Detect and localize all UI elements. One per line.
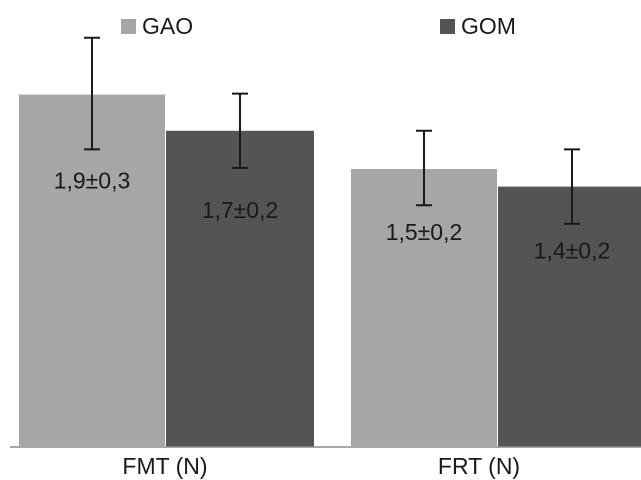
data-labels: 1,9±0,3 1,7±0,2 1,5±0,2 1,4±0,2 [54,168,611,264]
data-label-gao-fmt-n: 1,9±0,3 [54,168,131,194]
error-bar-gao-frt-n [416,129,432,207]
x-tick-label-fmt: FMT (N) [122,453,207,479]
error-bar-gom-fmt-n [232,92,248,169]
legend-label-gom: GOM [461,13,516,39]
x-tick-label-frt: FRT (N) [438,453,520,479]
legend-swatch-gao [121,19,136,34]
error-bar-gao-fmt-n [84,36,100,151]
error-bars [84,36,580,225]
bar-gao-fmt-n [17,92,167,448]
legend-label-gao: GAO [142,13,193,39]
data-label-gao-frt-n: 1,5±0,2 [386,219,463,245]
legend-swatch-gom [440,19,455,34]
bars [17,92,641,448]
legend: GAO GOM [121,13,516,39]
x-axis-tick-labels: FMT (N) FRT (N) [122,453,520,479]
bar-gao-frt-n [349,167,499,448]
bar-gom-frt-n [498,186,641,447]
legend-item-gom: GOM [440,13,516,39]
legend-item-gao: GAO [121,13,193,39]
error-bar-gom-frt-n [564,148,580,225]
data-label-gom-fmt-n: 1,7±0,2 [202,197,279,223]
data-label-gom-frt-n: 1,4±0,2 [534,238,611,264]
bar-gom-fmt-n [166,130,314,448]
